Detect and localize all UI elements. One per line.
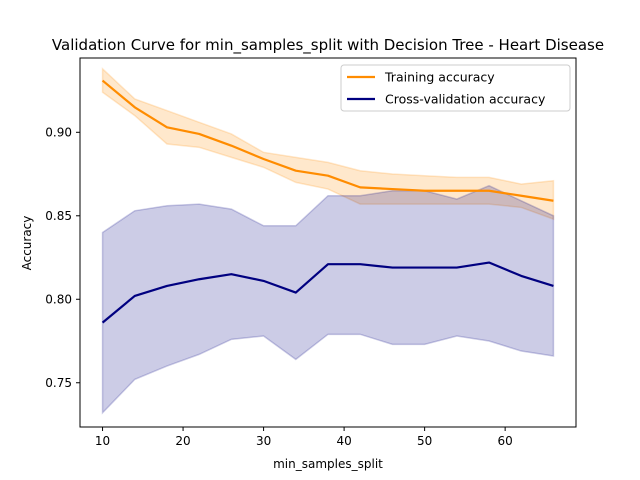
- x-tick-label: 20: [175, 434, 190, 448]
- cross-validation-accuracy-band: [101, 184, 555, 415]
- plot-frame: [79, 57, 577, 428]
- x-tick-label: 30: [256, 434, 271, 448]
- series-lines: [101, 79, 554, 324]
- axes: [79, 57, 577, 428]
- legend: Training accuracy Cross-validation accura…: [340, 64, 571, 112]
- x-tick-label: 10: [95, 434, 110, 448]
- y-tick-label: 0.80: [45, 292, 72, 306]
- training-accuracy-band: [101, 67, 555, 221]
- y-tick-label: 0.85: [45, 209, 72, 223]
- y-tick-label: 0.90: [45, 125, 72, 139]
- cross-validation-accuracy-legend-label: Cross-validation accuracy: [385, 92, 546, 107]
- training-accuracy-legend-label: Training accuracy: [384, 70, 495, 85]
- confidence-bands: [101, 67, 555, 415]
- y-tick-label: 0.75: [45, 376, 72, 390]
- x-axis-label: min_samples_split: [273, 457, 383, 471]
- x-tick-label: 40: [336, 434, 351, 448]
- ticks: 10 20 30 40 50 60 0.75 0.80 0.85 0.90: [45, 125, 513, 448]
- y-axis-label: Accuracy: [20, 216, 34, 271]
- chart-title: Validation Curve for min_samples_split w…: [52, 36, 604, 55]
- legend-box: [340, 64, 571, 112]
- cross-validation-accuracy-line: [101, 261, 554, 324]
- training-accuracy-line: [101, 79, 554, 202]
- x-tick-label: 60: [498, 434, 513, 448]
- x-tick-label: 50: [417, 434, 432, 448]
